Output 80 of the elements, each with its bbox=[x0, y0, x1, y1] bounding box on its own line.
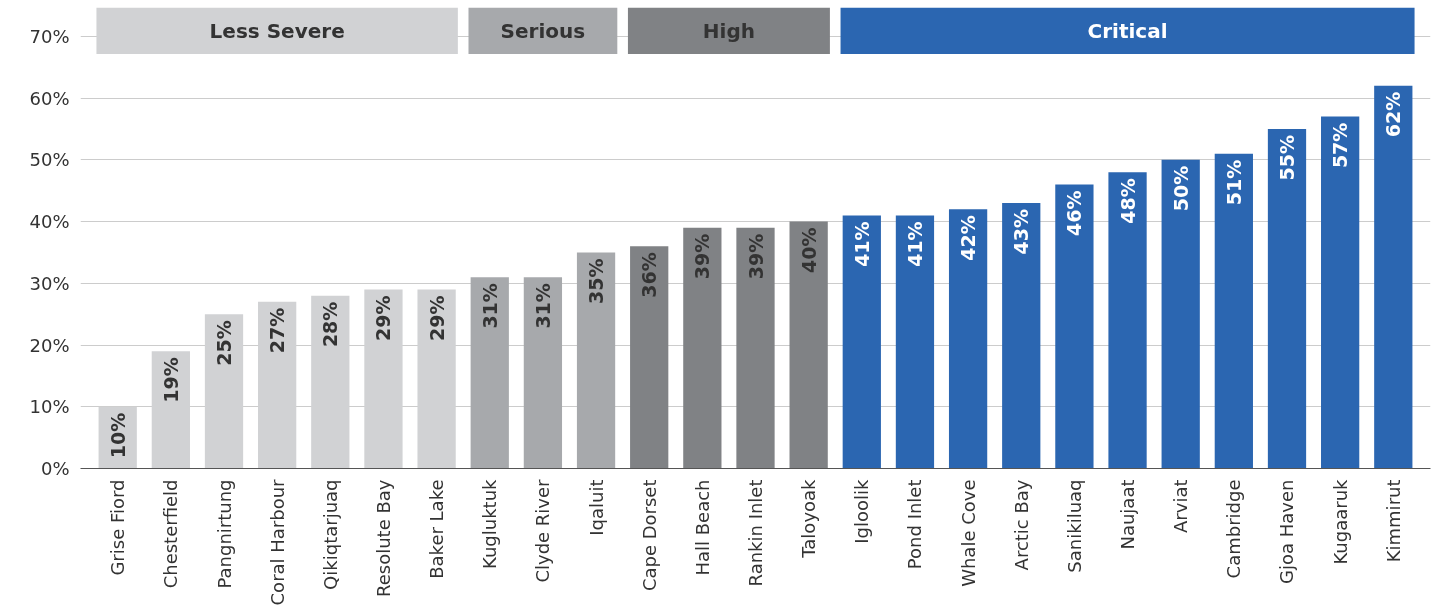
bar bbox=[789, 221, 828, 469]
bar bbox=[736, 227, 775, 469]
bar bbox=[1214, 153, 1253, 469]
text: Less Severe bbox=[209, 18, 345, 43]
x-tick-label: Grise Fiord bbox=[107, 479, 129, 576]
y-tick-label: 10% bbox=[29, 396, 70, 418]
x-tick-label: Kugaaruk bbox=[1329, 478, 1351, 565]
bar bbox=[470, 277, 509, 469]
x-tick-label: Whale Cove bbox=[957, 479, 979, 587]
x-tick-label: Kugluktuk bbox=[479, 478, 501, 569]
x-tick-label: Clyde River bbox=[532, 478, 554, 583]
data-label: 39% bbox=[691, 233, 714, 280]
text: Serious bbox=[500, 18, 586, 43]
data-label: 31% bbox=[531, 283, 554, 329]
data-label: 57% bbox=[1329, 122, 1352, 169]
x-tick-label: Rankin Inlet bbox=[745, 479, 766, 587]
y-tick-label: 20% bbox=[29, 334, 70, 356]
x-tick-label: Cambridge bbox=[1223, 479, 1245, 579]
bar bbox=[1374, 85, 1413, 469]
data-label: 31% bbox=[478, 283, 501, 329]
bar bbox=[948, 209, 988, 469]
x-tick-label: Pangnirtung bbox=[213, 479, 235, 589]
text: High bbox=[702, 18, 756, 43]
x-tick-label: Hall Beach bbox=[691, 479, 713, 576]
x-tick-label: Taloyoak bbox=[798, 478, 820, 559]
data-label: 35% bbox=[585, 258, 608, 304]
bar bbox=[576, 252, 616, 469]
data-label: 46% bbox=[1063, 190, 1086, 236]
x-tick-label: Pond Inlet bbox=[904, 479, 926, 570]
data-label: 28% bbox=[319, 301, 342, 348]
bar bbox=[1161, 159, 1200, 469]
data-label: 50% bbox=[1169, 165, 1192, 212]
data-label: 41% bbox=[850, 221, 873, 267]
x-tick-label: Igloolik bbox=[851, 478, 873, 544]
bar bbox=[630, 246, 669, 469]
data-label: 10% bbox=[106, 412, 129, 459]
bar bbox=[683, 227, 722, 469]
bar bbox=[1002, 203, 1041, 469]
x-tick-label: Qikiqtarjuaq bbox=[319, 479, 341, 590]
data-label: 29% bbox=[372, 295, 395, 341]
x-tick-label: Kimmirut bbox=[1382, 479, 1404, 563]
data-label: 55% bbox=[1276, 134, 1298, 181]
bar bbox=[895, 215, 935, 469]
data-label: 29% bbox=[425, 295, 448, 341]
bar bbox=[1321, 116, 1360, 469]
y-tick-label: 60% bbox=[29, 87, 70, 109]
x-tick-label: Resolute Bay bbox=[372, 479, 394, 597]
y-tick-label: 50% bbox=[29, 149, 70, 171]
data-label: 48% bbox=[1116, 178, 1139, 224]
x-tick-label: Cape Dorset bbox=[638, 479, 660, 592]
text: Critical bbox=[1087, 18, 1168, 43]
data-label: 39% bbox=[744, 233, 767, 280]
y-tick-label: 0% bbox=[40, 458, 70, 479]
bar bbox=[523, 277, 563, 469]
data-label: 41% bbox=[903, 221, 926, 267]
data-label: 40% bbox=[797, 227, 820, 274]
x-tick-label: Iqaluit bbox=[585, 479, 607, 536]
x-tick-label: Gjoa Haven bbox=[1276, 479, 1298, 584]
data-label: 27% bbox=[266, 307, 289, 354]
bar bbox=[1108, 172, 1147, 469]
x-tick-label: Coral Harbour bbox=[266, 478, 288, 606]
data-label: 36% bbox=[638, 252, 661, 298]
x-tick-label: Arctic Bay bbox=[1010, 479, 1032, 571]
data-label: 25% bbox=[213, 320, 235, 366]
data-label: 42% bbox=[957, 215, 980, 261]
data-label: 43% bbox=[1010, 209, 1033, 255]
y-tick-label: 40% bbox=[29, 211, 70, 233]
data-label: 62% bbox=[1382, 91, 1405, 138]
bar bbox=[1055, 184, 1094, 469]
bar bbox=[1267, 128, 1307, 469]
y-tick-label: 30% bbox=[29, 272, 70, 294]
x-tick-label: Baker Lake bbox=[426, 479, 448, 579]
x-tick-label: Arviat bbox=[1170, 479, 1192, 533]
bar bbox=[842, 215, 881, 469]
x-tick-label: Chesterfield bbox=[160, 479, 182, 589]
data-label: 51% bbox=[1222, 159, 1245, 206]
data-label: 19% bbox=[159, 357, 182, 403]
x-tick-label: Sanikiluaq bbox=[1063, 479, 1085, 573]
y-tick-label: 70% bbox=[29, 25, 70, 47]
x-tick-label: Naujaat bbox=[1117, 479, 1139, 550]
